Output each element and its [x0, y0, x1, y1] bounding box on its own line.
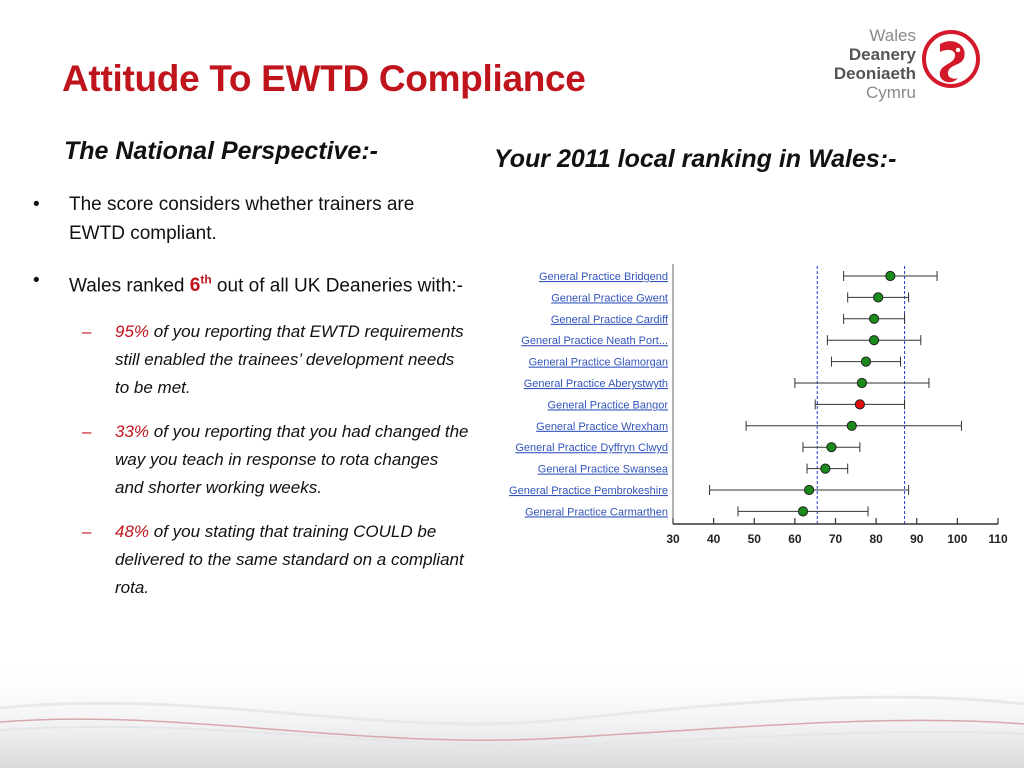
data-point [797, 506, 809, 517]
bullet-list: • The score considers whether trainers a… [30, 190, 470, 618]
x-tick-label: 40 [707, 532, 721, 546]
rank-value: 6th [189, 273, 212, 297]
x-tick-label: 80 [869, 532, 883, 546]
wales-deanery-logo: Wales Deanery Deoniaeth Cymru [808, 26, 988, 106]
dash-glyph: – [82, 422, 92, 442]
x-tick-label: 90 [910, 532, 924, 546]
logo-line-deoniaeth: Deoniaeth [833, 64, 916, 83]
category-label: General Practice Neath Port... [521, 335, 668, 347]
x-tick-label: 30 [666, 532, 680, 546]
category-label: General Practice Cardiff [551, 314, 669, 326]
data-point [873, 292, 884, 303]
data-point [820, 463, 831, 474]
sub-bullet-text: of you stating that training COULD be de… [115, 522, 464, 598]
data-point [826, 442, 837, 453]
sub-bullet-item: – 48% of you stating that training COULD… [30, 518, 470, 602]
logo-line-cymru: Cymru [865, 83, 916, 102]
percentage: 48% [115, 522, 150, 542]
data-point [856, 377, 868, 389]
dash-glyph: – [82, 322, 92, 342]
data-point [846, 420, 857, 431]
category-label: General Practice Pembrokeshire [509, 485, 668, 497]
bullet-text-prefix: Wales ranked [69, 275, 190, 297]
slide-title: Attitude To EWTD Compliance [62, 58, 586, 99]
bullet-item: • Wales ranked 6th out of all UK Deaneri… [30, 266, 470, 300]
x-tick-label: 110 [988, 532, 1008, 546]
decorative-waves [0, 658, 1024, 768]
category-label: General Practice Swansea [538, 464, 669, 476]
bullet-text: The score considers whether trainers are… [69, 194, 415, 244]
dash-glyph: – [82, 522, 92, 542]
percentage: 33% [115, 422, 150, 442]
sub-bullet-item: – 33% of you reporting that you had chan… [30, 418, 470, 502]
data-point [860, 356, 872, 367]
sub-bullet-text: of you reporting that you had changed th… [115, 422, 469, 498]
ranking-chart: 30 40 50 60 70 80 90 100 110 General Practice Bri… [502, 258, 1014, 558]
logo-text: Wales Deanery Deoniaeth Cymru [834, 26, 916, 102]
data-point [868, 335, 880, 346]
x-tick-label: 100 [947, 532, 967, 546]
data-point [885, 270, 896, 282]
category-label: General Practice Gwent [551, 292, 668, 304]
bullet-item: • The score considers whether trainers a… [30, 190, 470, 248]
bullet-text-suffix: out of all UK Deaneries with:- [211, 275, 463, 297]
x-tick-label: 70 [829, 532, 843, 546]
bullet-glyph: • [33, 270, 40, 291]
rank-number: 6 [189, 275, 201, 297]
rank-suffix: th [200, 273, 212, 287]
left-heading: The National Perspective:- [64, 137, 378, 165]
x-tick-label: 50 [748, 532, 762, 546]
dragon-emblem-icon [922, 30, 980, 88]
category-label: General Practice Bangor [548, 399, 669, 411]
right-heading: Your 2011 local ranking in Wales:- [494, 145, 897, 173]
category-label: General Practice Bridgend [539, 271, 668, 283]
data-point [803, 484, 815, 496]
category-label: General Practice Dyffryn Clwyd [515, 442, 668, 454]
category-label: General Practice Carmarthen [525, 506, 668, 518]
data-point [868, 313, 880, 324]
category-label: General Practice Glamorgan [529, 357, 668, 369]
logo-line-wales: Wales [869, 26, 916, 45]
x-tick-label: 60 [788, 532, 802, 546]
bullet-glyph: • [33, 194, 40, 215]
category-label: General Practice Wrexham [536, 421, 668, 433]
logo-line-deanery: Deanery [848, 45, 916, 64]
category-label: General Practice Aberystwyth [524, 378, 668, 390]
highlight-point [854, 399, 865, 410]
sub-bullet-item: – 95% of you reporting that EWTD require… [30, 318, 470, 402]
ranking-chart-svg: 30 40 50 60 70 80 90 100 110 General Practice Bri… [509, 264, 1008, 546]
percentage: 95% [115, 322, 150, 342]
sub-bullet-text: of you reporting that EWTD requirements … [115, 322, 464, 398]
